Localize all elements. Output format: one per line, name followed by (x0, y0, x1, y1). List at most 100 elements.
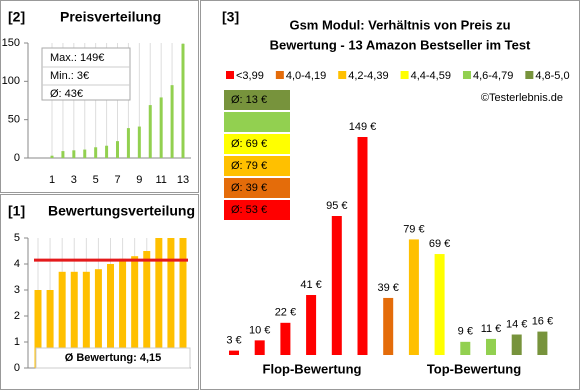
bar (143, 251, 151, 368)
average-label: Ø: 39 € (231, 182, 267, 194)
bar (434, 254, 445, 355)
bar (181, 43, 185, 159)
value-label: 149 € (349, 121, 377, 133)
value-label: 9 € (458, 326, 473, 338)
average-box (224, 90, 290, 110)
bar (83, 149, 87, 158)
legend-label: 4,8-5,0 (535, 70, 569, 82)
bar (511, 334, 522, 355)
average-box (224, 156, 290, 176)
value-label: 11 € (481, 323, 502, 335)
bar (82, 271, 90, 368)
bar (46, 290, 54, 368)
average-box (224, 134, 290, 154)
value-label: 95 € (326, 200, 347, 212)
bar (148, 105, 152, 158)
legend-label: 4,6-4,79 (473, 70, 513, 82)
bar (229, 350, 239, 355)
value-label: 41 € (300, 279, 321, 291)
bar (50, 155, 54, 158)
x-tick-label: 13 (177, 174, 189, 186)
y-tick-label: 50 (8, 114, 20, 126)
bar (70, 271, 78, 368)
value-label: 22 € (275, 307, 296, 319)
average-label: Ø: 53 € (231, 204, 267, 216)
stat: Max.: 149€ (50, 52, 104, 64)
average-label: Ø Bewertung: 4,15 (65, 352, 162, 364)
value-label: 14 € (506, 318, 527, 330)
bar (280, 322, 291, 355)
chart-title: Bewertungsverteilung (48, 203, 195, 219)
panel-number: [1] (8, 203, 25, 219)
legend-swatch (462, 71, 471, 79)
y-tick-label: 4 (14, 258, 20, 270)
stat: Ø: 43€ (50, 88, 83, 100)
bar (383, 297, 394, 355)
legend-label: <3,99 (236, 70, 264, 82)
bar (155, 238, 163, 368)
panel-frame (0, 0, 199, 193)
legend-label: 4,2-4,39 (348, 70, 388, 82)
legend-swatch (226, 71, 234, 79)
bar (408, 239, 419, 355)
bar (58, 271, 66, 368)
bar (34, 290, 42, 368)
y-tick-label: 100 (2, 75, 20, 87)
bar (167, 238, 175, 368)
copyright: ©Testerlebnis.de (481, 92, 563, 104)
panel-number: [2] (8, 9, 25, 25)
legend-swatch (400, 71, 409, 79)
chart-title: Bewertung - 13 Amazon Bestseller im Test (270, 37, 531, 52)
bar (254, 340, 265, 355)
value-label: 3 € (226, 335, 241, 347)
bar (105, 145, 109, 158)
bar (537, 331, 548, 355)
stat: Min.: 3€ (50, 70, 89, 82)
y-tick-label: 0 (14, 362, 20, 374)
bar (159, 97, 163, 158)
x-tick-label: 3 (71, 174, 77, 186)
value-label: 79 € (403, 223, 424, 235)
stats-box (41, 47, 131, 101)
average-label: Ø: 69 € (231, 138, 267, 150)
legend-swatch (338, 71, 347, 79)
x-tick-label: 11 (155, 174, 166, 186)
bar (170, 85, 174, 158)
bar (107, 264, 114, 368)
bar (61, 151, 65, 158)
bar (116, 141, 119, 158)
chart-title: Preisverteilung (60, 9, 161, 25)
panel-number: [3] (222, 9, 239, 25)
bar (126, 128, 130, 158)
x-tick-label: 7 (114, 174, 120, 186)
bar (306, 295, 317, 355)
y-tick-label: 3 (14, 284, 20, 296)
chart-title: Gsm Modul: Verhältnis von Preis zu (289, 17, 510, 32)
average-box (224, 200, 290, 220)
bar (94, 269, 102, 368)
bar (131, 256, 139, 368)
average-box (224, 112, 290, 132)
y-tick-label: 150 (2, 37, 20, 49)
value-label: 69 € (429, 238, 450, 250)
value-label: 16 € (532, 315, 553, 327)
bar (137, 126, 141, 158)
average-label: Ø: 79 € (231, 160, 267, 172)
legend-label: 4,4-4,59 (411, 70, 451, 82)
bar (460, 341, 471, 355)
average-label: Ø: 13 € (231, 94, 267, 106)
bar (119, 258, 127, 368)
average-box (35, 347, 191, 369)
bar (72, 150, 76, 158)
bar (179, 238, 187, 368)
y-tick-label: 5 (14, 232, 20, 244)
x-tick-label: 5 (93, 174, 99, 186)
x-tick-label: 9 (136, 174, 142, 186)
average-box (224, 178, 290, 198)
y-tick-label: 1 (14, 336, 20, 348)
legend-label: 4,0-4,19 (286, 70, 326, 82)
x-label: Flop-Bewertung (263, 361, 362, 376)
legend-swatch (525, 71, 534, 79)
value-label: 10 € (249, 324, 270, 336)
